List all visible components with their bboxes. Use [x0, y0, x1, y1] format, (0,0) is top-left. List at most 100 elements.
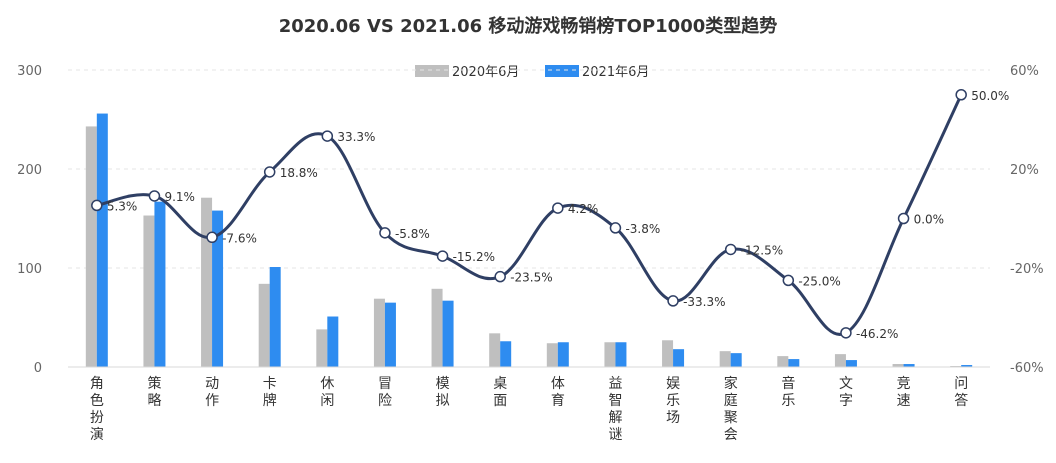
growth-rate-label: -12.5%: [741, 243, 783, 257]
bar-2020: [777, 356, 789, 367]
category-label: 休闲: [320, 376, 334, 409]
chart-title: 2020.06 VS 2021.06 移动游戏畅销榜TOP1000类型趋势: [279, 15, 778, 37]
y2-tick-label: -20%: [1010, 262, 1044, 277]
bar-2020: [546, 343, 558, 367]
legend-swatch-2021: [545, 65, 579, 77]
y-tick-label: 100: [17, 262, 42, 277]
bar-2021: [500, 341, 512, 367]
category-label: 竞速: [897, 375, 911, 409]
bar-2020: [834, 354, 846, 367]
bar-2021: [557, 342, 569, 367]
category-label: 音乐: [781, 375, 795, 409]
bar-2021: [961, 365, 973, 367]
legend: 2020年6月 2021年6月: [415, 65, 649, 80]
growth-rate-labels: 5.3% 9.1% -7.6% 18.8% 33.3% -5.8% -15.2% -23.5%…: [107, 89, 1010, 341]
growth-rate-point: [263, 166, 276, 178]
bar-2021: [673, 349, 685, 367]
bar-2020: [604, 342, 616, 367]
growth-rate-point: [494, 270, 506, 283]
bar-2020: [258, 283, 270, 367]
bar-2021: [615, 342, 627, 367]
growth-rate-point: [955, 89, 967, 101]
bars: [85, 113, 973, 368]
category-label: 策略: [147, 375, 161, 409]
growth-rate-label: -23.5%: [510, 271, 552, 285]
growth-rate-point: [436, 250, 449, 262]
bar-2020: [431, 288, 443, 367]
bar-2020: [373, 298, 385, 367]
bar-2020: [662, 340, 674, 367]
growth-rate-point: [552, 202, 564, 214]
growth-rate-label: 50.0%: [971, 89, 1009, 103]
y-tick-label: 0: [34, 361, 42, 376]
bar-2021: [845, 360, 857, 367]
bar-2020: [316, 329, 328, 367]
growth-rate-label: 0.0%: [914, 213, 945, 227]
category-label: 益智解谜: [608, 376, 622, 443]
growth-rate-point: [609, 222, 622, 234]
growth-rate-label: -46.2%: [856, 327, 898, 341]
bar-2021: [730, 353, 742, 367]
y-tick-label: 200: [17, 163, 42, 178]
bar-2020: [85, 126, 97, 368]
bar-2020: [489, 333, 501, 367]
legend-label-2020: 2020年6月: [452, 65, 519, 80]
bar-2021: [327, 316, 339, 367]
category-label: 娱乐场: [666, 376, 680, 426]
category-label: 桌面: [493, 376, 507, 409]
bar-2021: [788, 359, 800, 367]
growth-rate-line: [96, 94, 963, 336]
growth-rate-label: 18.8%: [280, 166, 318, 180]
bar-2020: [719, 351, 731, 367]
growth-rate-point: [782, 274, 795, 287]
category-label: 卡牌: [263, 376, 277, 409]
growth-rate-label: -25.0%: [798, 274, 840, 288]
growth-rate-point: [91, 199, 103, 212]
bar-2021: [212, 210, 224, 367]
legend-swatch-2020: [415, 65, 449, 77]
category-label: 动作: [205, 376, 219, 409]
category-label: 家庭聚会: [724, 375, 738, 443]
growth-rate-points: [91, 89, 967, 339]
bar-2020: [201, 197, 213, 367]
growth-rate-label: -3.8%: [625, 222, 660, 236]
growth-rate-point: [840, 327, 852, 339]
y2-tick-label: -60%: [1010, 361, 1044, 376]
category-label: 角色扮演: [90, 376, 104, 443]
growth-rate-point: [206, 231, 218, 244]
growth-rate-label: 4.2%: [568, 202, 599, 216]
growth-rate-label: -15.2%: [453, 250, 495, 264]
growth-rate-label: -5.8%: [395, 227, 430, 241]
y2-tick-label: 20%: [1010, 163, 1039, 178]
growth-rate-point: [321, 130, 334, 142]
legend-label-2021: 2021年6月: [582, 65, 649, 80]
growth-rate-label: 9.1%: [164, 190, 195, 204]
growth-rate-point: [897, 212, 910, 225]
category-label: 问答: [954, 376, 968, 409]
category-label: 文字: [839, 376, 853, 409]
category-label: 模拟: [436, 376, 450, 409]
y-axis-right: -60% -20% 20% 60%: [1010, 64, 1044, 376]
y-tick-label: 300: [17, 64, 42, 79]
growth-rate-point: [667, 295, 679, 307]
growth-rate-label: 5.3%: [107, 199, 138, 213]
bar-2021: [903, 364, 915, 367]
bar-2021: [442, 300, 454, 367]
bar-2020: [143, 215, 155, 367]
growth-rate-label: -7.6%: [222, 231, 257, 245]
y-axis-left: 0 100 200 300: [17, 64, 42, 376]
category-label: 冒险: [378, 376, 392, 409]
bar-2020: [892, 364, 904, 367]
growth-rate-label: -33.3%: [683, 295, 725, 309]
growth-rate-label: 33.3%: [337, 130, 375, 144]
growth-rate-point: [724, 243, 737, 256]
bar-2021: [384, 302, 396, 367]
category-label: 体育: [551, 376, 565, 409]
y2-tick-label: 60%: [1010, 64, 1039, 79]
bar-2021: [96, 113, 108, 367]
growth-rate-point: [379, 227, 391, 239]
bar-2021: [269, 267, 281, 367]
category-labels: 角色扮演 策略 动作 卡牌 休闲 冒险 模拟 桌面 体育 益智解谜 娱乐场 家庭聚会 音乐 文字 竞速 问答: [90, 375, 968, 443]
